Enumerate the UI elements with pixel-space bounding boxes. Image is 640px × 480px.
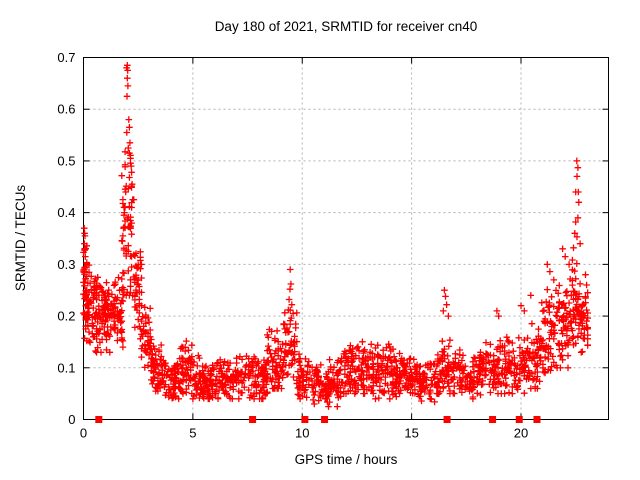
y-tick-label: 0: [68, 412, 75, 427]
event-marker-square: [533, 416, 541, 423]
event-marker-square: [515, 416, 523, 423]
event-marker-square: [95, 416, 103, 423]
event-marker-square: [249, 416, 257, 423]
x-tick-label: 0: [80, 426, 87, 441]
y-tick-label: 0.6: [57, 102, 75, 117]
y-axis-label: SRMTID / TECUs: [13, 185, 28, 292]
event-markers: [95, 416, 541, 423]
y-tick-label: 0.5: [57, 153, 75, 168]
x-tick-label: 20: [514, 426, 528, 441]
tick-layer: [83, 57, 609, 420]
event-marker-square: [301, 416, 309, 423]
y-tick-label: 0.4: [57, 205, 75, 220]
tick-label-layer: 0 0.1 0.2 0.3 0.4 0.5 0.6 0.7 0 5 10 15 20: [57, 50, 528, 441]
chart-title: Day 180 of 2021, SRMTID for receiver cn4…: [215, 19, 478, 34]
y-tick-label: 0.1: [57, 360, 75, 375]
scatter-points: [80, 62, 591, 410]
event-marker-square: [321, 416, 329, 423]
x-tick-label: 5: [189, 426, 196, 441]
y-tick-label: 0.3: [57, 257, 75, 272]
x-tick-label: 10: [295, 426, 309, 441]
event-marker-square: [489, 416, 497, 423]
y-tick-label: 0.2: [57, 309, 75, 324]
y-tick-label: 0.7: [57, 50, 75, 65]
x-tick-label: 15: [404, 426, 418, 441]
plot-border: [83, 57, 609, 420]
event-marker-square: [443, 416, 451, 423]
x-axis-label: GPS time / hours: [295, 452, 398, 467]
